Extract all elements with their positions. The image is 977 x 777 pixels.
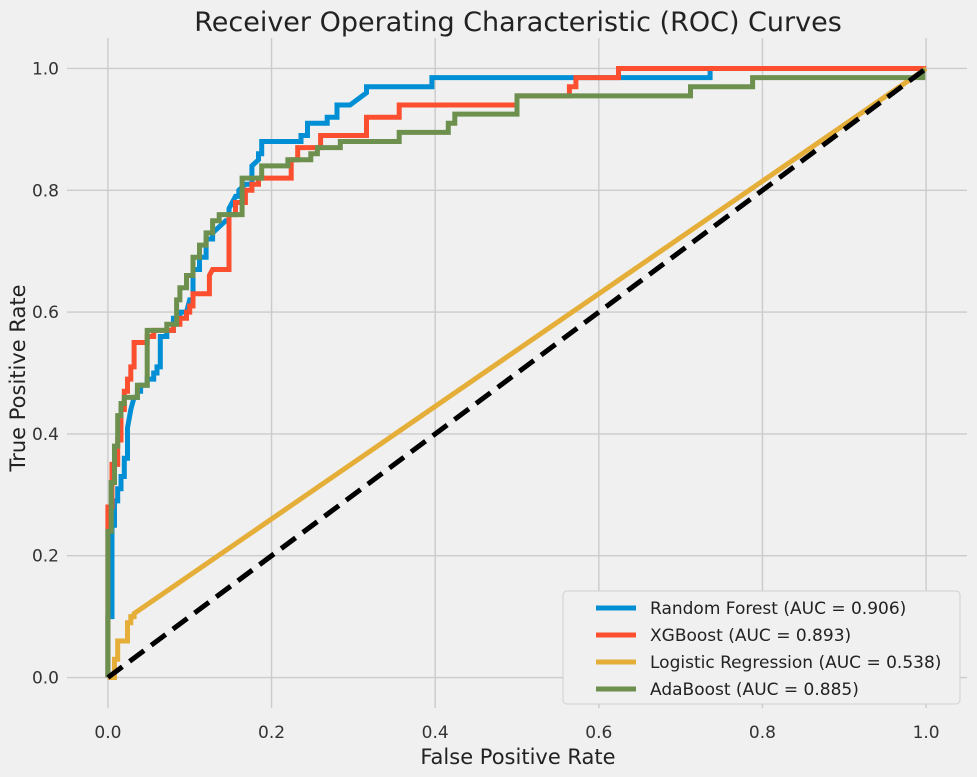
legend-box [562,590,961,705]
chance-reference-line [106,66,928,680]
plot-area [105,66,928,680]
x-tick-label: 0.8 [749,723,776,743]
y-tick-label: 0.6 [32,303,59,323]
legend-label: Random Forest (AUC = 0.906) [650,599,906,619]
xgboost-roc-curve [105,66,927,678]
adaboost-roc-curve [105,68,926,678]
x-axis-ticks: 0.0 0.2 0.4 0.6 0.8 1.0 [94,723,939,743]
y-tick-label: 0.8 [32,181,59,201]
y-tick-label: 1.0 [32,59,59,79]
y-tick-label: 0.0 [32,669,59,689]
y-axis-label: True Positive Rate [6,284,30,472]
x-tick-label: 1.0 [913,723,940,743]
y-axis-ticks: 0.0 0.2 0.4 0.6 0.8 1.0 [32,59,59,688]
logistic-regression-roc-curve [107,66,928,680]
y-tick-label: 0.4 [32,425,59,445]
x-tick-label: 0.4 [422,723,449,743]
x-axis-label: False Positive Rate [420,745,615,769]
x-tick-label: 0.6 [585,723,612,743]
chart-title: Receiver Operating Characteristic (ROC) … [194,7,842,38]
x-tick-label: 0.2 [258,723,285,743]
legend-label: AdaBoost (AUC = 0.885) [650,680,859,700]
legend: Random Forest (AUC = 0.906) XGBoost (AUC … [562,590,961,705]
legend-label: Logistic Regression (AUC = 0.538) [650,653,941,673]
legend-label: XGBoost (AUC = 0.893) [650,626,851,646]
y-tick-label: 0.2 [32,547,59,567]
x-tick-label: 0.0 [94,723,121,743]
